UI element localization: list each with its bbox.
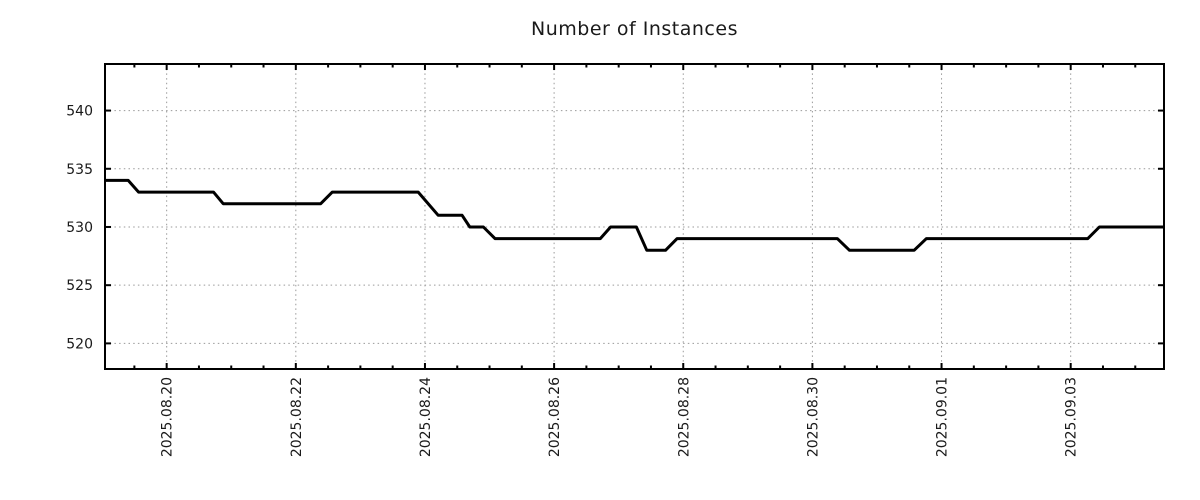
x-tick-label: 2025.08.30: [805, 377, 821, 457]
y-tick-label: 525: [66, 278, 93, 294]
x-tick-label: 2025.09.03: [1064, 377, 1080, 457]
x-tick-label: 2025.08.24: [418, 377, 434, 457]
y-tick-label: 535: [66, 162, 93, 178]
chart-title: Number of Instances: [531, 18, 738, 40]
y-tick-label: 530: [66, 220, 93, 236]
y-tick-label: 520: [66, 336, 93, 352]
x-tick-label: 2025.08.26: [547, 377, 563, 457]
tick-labels: 520 525 530 535 540 2025.08.20 2025.08.22 2025.…: [66, 104, 1079, 458]
gridlines: [105, 64, 1164, 369]
plot-border: [104, 63, 1165, 370]
x-tick-label: 2025.09.01: [935, 377, 951, 457]
y-tick-label: 540: [66, 104, 93, 120]
x-tick-label: 2025.08.28: [676, 377, 692, 457]
series-line: [105, 178, 1164, 252]
ticks: [105, 64, 1164, 369]
x-tick-label: 2025.08.22: [289, 377, 305, 457]
x-tick-label: 2025.08.20: [160, 377, 176, 457]
